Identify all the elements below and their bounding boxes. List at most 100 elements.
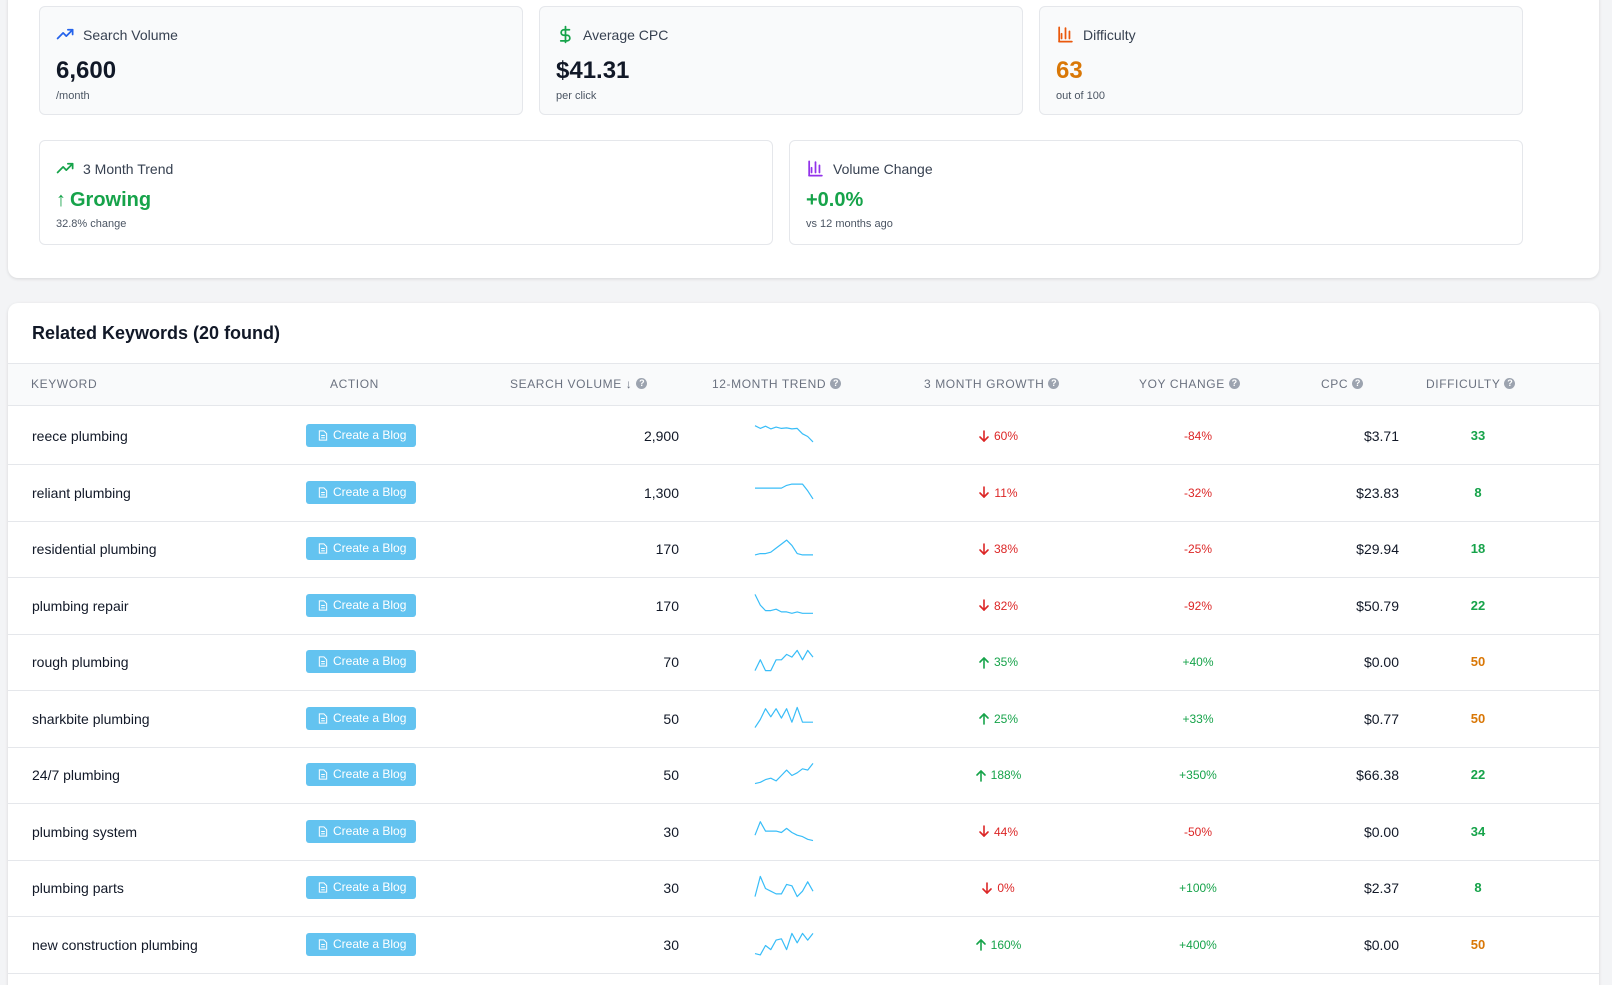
yoy-cell: -25% <box>1183 542 1212 556</box>
arrow-up-icon <box>979 656 989 669</box>
growth-value: 35% <box>993 655 1019 669</box>
cpc-cell: $23.83 <box>1356 484 1399 501</box>
help-icon[interactable]: ? <box>1048 378 1060 390</box>
create-blog-button[interactable]: Create a Blog <box>306 537 417 560</box>
trending-up-icon <box>56 28 74 40</box>
difficulty-cell: 50 <box>1470 936 1486 952</box>
create-blog-button[interactable]: Create a Blog <box>306 480 417 504</box>
growth-value: 38% <box>993 542 1019 556</box>
cpc-cell: $66.38 <box>1356 767 1399 783</box>
cpc-cell: $0.00 <box>1363 654 1399 670</box>
difficulty-cell: 33 <box>1470 428 1486 443</box>
create-blog-button[interactable]: Create a Blog <box>306 424 417 447</box>
col-difficulty[interactable]: Difficulty? <box>1426 364 1516 405</box>
create-blog-label: Create a Blog <box>333 767 407 781</box>
help-icon[interactable]: ? <box>636 378 648 390</box>
col-3-month-growth[interactable]: 3 Month Growth? <box>924 364 1060 405</box>
trend-sub: 32.8% change <box>56 218 127 230</box>
dollar-icon <box>559 25 571 44</box>
growth-value: 0% <box>997 881 1015 895</box>
trend-sparkline <box>754 425 814 443</box>
col-keyword[interactable]: Keyword <box>31 377 98 391</box>
document-icon <box>318 712 328 724</box>
average-cpc-card: Average CPC $41.31 per click <box>539 6 1023 115</box>
cpc-cell: $0.00 <box>1363 936 1399 953</box>
col-search-volume[interactable]: Search Volume ↓? <box>510 364 648 405</box>
create-blog-label: Create a Blog <box>333 880 407 894</box>
create-blog-label: Create a Blog <box>333 597 407 612</box>
trend-card: 3 Month Trend ↑ Growing 32.8% change <box>39 140 773 245</box>
create-blog-button[interactable]: Create a Blog <box>306 593 417 617</box>
cpc-cell: $0.77 <box>1363 710 1399 727</box>
growth-value: 11% <box>994 485 1018 500</box>
overview-card: Search Volume 6,600 /month Average CPC $… <box>8 0 1599 278</box>
trend-sparkline <box>755 482 814 499</box>
trend-sparkline <box>754 820 814 841</box>
search-volume-cell: 50 <box>663 710 679 727</box>
col-yoy-change[interactable]: YoY Change? <box>1139 364 1240 405</box>
keyword-cell: plumbing parts <box>32 880 124 896</box>
table-row: plumbing system Create a Blog 30 44% -50% $0.… <box>8 803 1599 861</box>
growth-cell: 160% <box>938 916 1058 974</box>
trend-sparkline <box>754 706 813 728</box>
help-icon[interactable]: ? <box>1504 378 1516 390</box>
create-blog-label: Create a Blog <box>333 936 407 951</box>
yoy-cell: -32% <box>1183 485 1212 500</box>
trend-sparkline <box>754 763 814 785</box>
cpc-cell: $2.37 <box>1363 880 1399 896</box>
create-blog-button[interactable]: Create a Blog <box>306 819 417 843</box>
difficulty-cell: 18 <box>1470 541 1486 556</box>
keyword-cell: 24/7 plumbing <box>32 767 120 783</box>
bar-chart-icon <box>808 160 823 177</box>
cpc-cell: $29.94 <box>1356 541 1399 557</box>
search-volume-cell: 2,900 <box>643 428 679 444</box>
growth-cell: 188% <box>938 746 1058 804</box>
create-blog-button[interactable]: Create a Blog <box>306 650 417 673</box>
help-icon[interactable]: ? <box>830 378 842 390</box>
bar-chart-icon <box>1058 26 1073 43</box>
table-row: reliant plumbing Create a Blog 1,300 11% -32… <box>8 464 1599 522</box>
create-blog-button[interactable]: Create a Blog <box>306 763 417 786</box>
table-header: Keyword Action Search Volume ↓? 12-Month… <box>8 363 1599 406</box>
cpc-cell: $50.79 <box>1356 597 1399 614</box>
growth-value: 82% <box>993 598 1019 613</box>
col-cpc[interactable]: CPC? <box>1321 364 1364 405</box>
table-row: residential plumbing Create a Blog 170 38% -… <box>8 520 1599 578</box>
keyword-cell: reece plumbing <box>32 428 128 444</box>
trend-sparkline <box>754 539 813 556</box>
average-cpc-sub: per click <box>556 90 597 102</box>
search-volume-sub: /month <box>56 90 90 102</box>
create-blog-button[interactable]: Create a Blog <box>306 706 417 730</box>
help-icon[interactable]: ? <box>1352 378 1364 390</box>
difficulty-cell: 34 <box>1470 823 1486 839</box>
related-keywords-card: Related Keywords (20 found) Keyword Acti… <box>8 303 1599 985</box>
col-12-month-trend: 12-Month Trend? <box>712 364 842 405</box>
help-icon[interactable]: ? <box>1228 378 1240 390</box>
keyword-cell: plumbing system <box>32 823 138 840</box>
create-blog-label: Create a Blog <box>333 541 407 555</box>
difficulty-cell: 8 <box>1474 880 1482 895</box>
average-cpc-value: $41.31 <box>556 57 630 84</box>
arrow-up-icon <box>975 769 986 782</box>
volume-change-sub: vs 12 months ago <box>806 218 893 230</box>
growth-value: 160% <box>990 937 1022 952</box>
table-row: reece plumbing Create a Blog 2,900 60% -84% $… <box>8 407 1599 465</box>
trend-value: Growing <box>70 189 152 211</box>
search-volume-cell: 170 <box>655 541 679 557</box>
growth-cell: 60% <box>938 407 1058 465</box>
search-volume-cell: 30 <box>663 880 679 896</box>
search-volume-cell: 170 <box>655 597 679 614</box>
arrow-up-icon <box>979 713 989 725</box>
growth-value: 44% <box>993 824 1019 839</box>
create-blog-label: Create a Blog <box>333 710 407 725</box>
volume-change-card: Volume Change +0.0% vs 12 months ago <box>789 140 1523 245</box>
yoy-cell: +40% <box>1182 655 1214 669</box>
difficulty-label: Difficulty <box>1083 26 1136 43</box>
document-icon <box>318 656 328 667</box>
create-blog-label: Create a Blog <box>333 823 407 838</box>
growth-cell: 35% <box>938 633 1058 691</box>
create-blog-button[interactable]: Create a Blog <box>306 876 417 899</box>
trend-label: 3 Month Trend <box>83 160 174 177</box>
create-blog-button[interactable]: Create a Blog <box>306 932 417 956</box>
create-blog-label: Create a Blog <box>333 484 407 499</box>
